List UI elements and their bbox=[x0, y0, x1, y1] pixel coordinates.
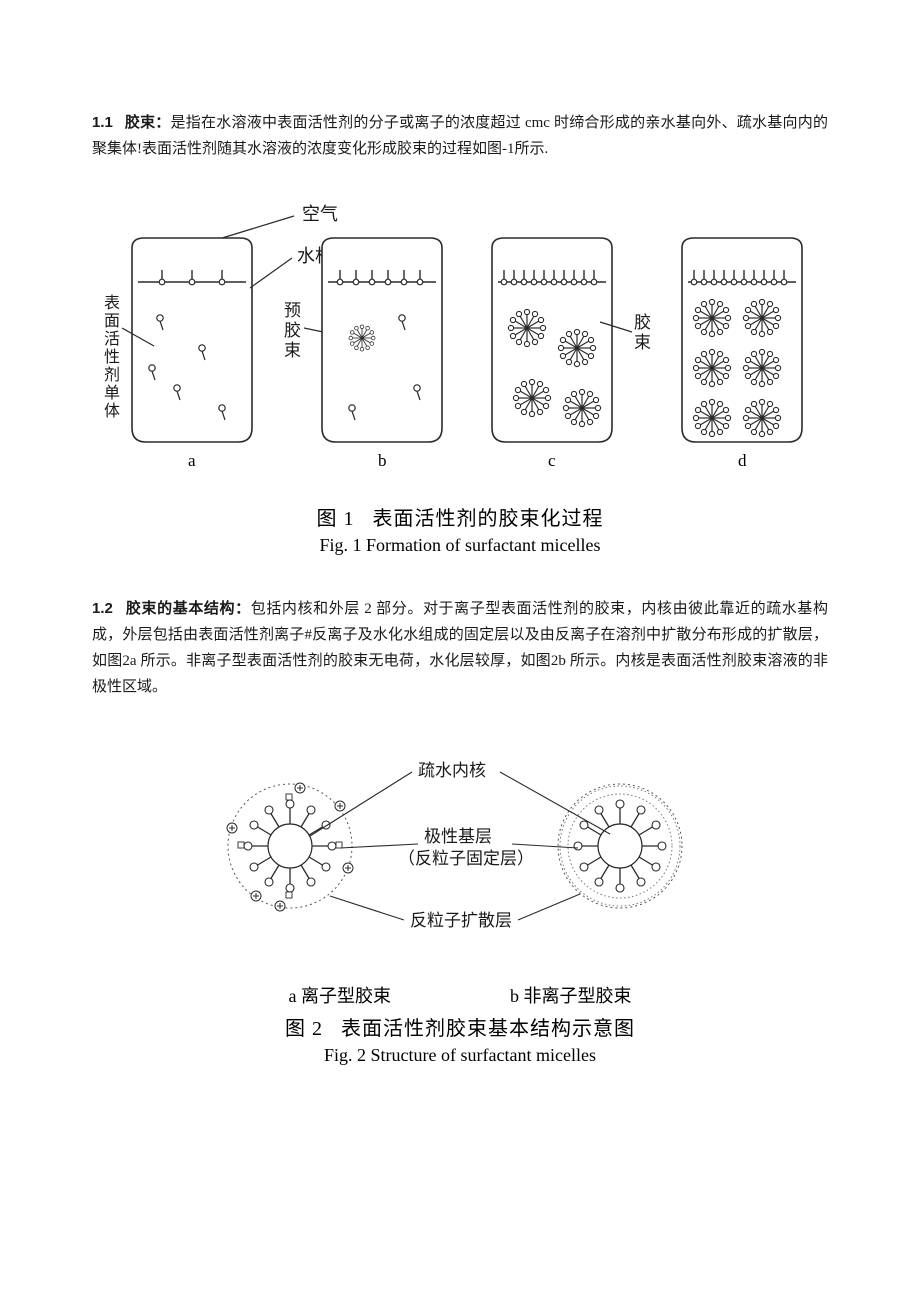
figure-2: 疏水内核 极性基层 （反粒子固定层） 反粒子扩散层 a 离子型胶束 b 非离子型… bbox=[92, 736, 828, 1066]
fig1-beaker-d bbox=[682, 238, 802, 442]
svg-text:胶: 胶 bbox=[634, 313, 651, 332]
fig2-sub-b: b 非离子型胶束 bbox=[510, 986, 632, 1006]
fig2-micelle-a bbox=[227, 783, 353, 911]
svg-text:束: 束 bbox=[634, 333, 651, 352]
svg-text:单: 单 bbox=[104, 384, 120, 402]
figure-2-title: 表面活性剂胶束基本结构示意图 bbox=[341, 1018, 635, 1040]
fig1-beaker-a bbox=[132, 238, 252, 442]
svg-text:表: 表 bbox=[104, 294, 120, 312]
svg-text:胶: 胶 bbox=[284, 321, 301, 340]
figure-1-svg: 空气 a 水相 表 面 活 性 剂 bbox=[92, 198, 832, 498]
figure-2-sublabels: a 离子型胶束 b 非离子型胶束 bbox=[92, 982, 828, 1008]
svg-text:预: 预 bbox=[284, 301, 301, 320]
section-1-1-para: 1.1 胶束：是指在水溶液中表面活性剂的分子或离子的浓度超过 cmc 时缔合形成… bbox=[92, 110, 828, 162]
figure-2-svg: 疏水内核 极性基层 （反粒子固定层） 反粒子扩散层 bbox=[180, 736, 740, 976]
svg-text:面: 面 bbox=[104, 313, 120, 330]
fig1-sub-d: d bbox=[738, 451, 747, 470]
section-1-1-number: 1.1 bbox=[92, 114, 113, 131]
fig2-label-diffuse: 反粒子扩散层 bbox=[410, 911, 512, 930]
fig2-label-polar2: （反粒子固定层） bbox=[398, 849, 534, 868]
section-1-2-title: 胶束的基本结构： bbox=[126, 601, 251, 617]
fig2-micelle-b bbox=[558, 784, 682, 908]
svg-text:束: 束 bbox=[284, 341, 301, 360]
section-1-1-body: 是指在水溶液中表面活性剂的分子或离子的浓度超过 cmc 时缔合形成的亲水基向外、… bbox=[92, 115, 828, 157]
fig1-sub-c: c bbox=[548, 451, 556, 470]
fig1-beaker-b bbox=[322, 238, 442, 442]
fig1-label-micelle: 胶 束 bbox=[634, 313, 651, 352]
fig1-sub-b: b bbox=[378, 451, 387, 470]
section-1-1-title: 胶束： bbox=[125, 115, 171, 131]
svg-text:体: 体 bbox=[104, 402, 120, 420]
figure-2-caption-en: Fig. 2 Structure of surfactant micelles bbox=[92, 1045, 828, 1066]
svg-text:活: 活 bbox=[104, 330, 120, 348]
fig1-label-air: 空气 bbox=[302, 204, 338, 224]
svg-text:剂: 剂 bbox=[104, 366, 120, 384]
figure-1-caption-en: Fig. 1 Formation of surfactant micelles bbox=[92, 535, 828, 556]
figure-2-number: 图 2 bbox=[285, 1018, 323, 1040]
figure-1-number: 图 1 bbox=[317, 508, 355, 530]
section-1-2-number: 1.2 bbox=[92, 600, 113, 617]
fig2-label-polar1: 极性基层 bbox=[424, 827, 492, 846]
page: 1.1 胶束：是指在水溶液中表面活性剂的分子或离子的浓度超过 cmc 时缔合形成… bbox=[0, 0, 920, 1302]
figure-1: 空气 a 水相 表 面 活 性 剂 bbox=[92, 198, 828, 556]
fig1-beaker-c bbox=[492, 238, 612, 442]
fig2-sub-a: a 离子型胶束 bbox=[289, 986, 392, 1006]
figure-2-caption-zh: 图 2 表面活性剂胶束基本结构示意图 bbox=[92, 1012, 828, 1041]
figure-1-title: 表面活性剂的胶束化过程 bbox=[373, 508, 604, 530]
fig1-label-monomer: 表 面 活 性 剂 单 体 bbox=[104, 294, 120, 420]
fig1-label-premicelle: 预 胶 束 bbox=[284, 301, 301, 360]
fig1-sub-a: a bbox=[188, 451, 196, 470]
fig2-label-core: 疏水内核 bbox=[418, 761, 486, 780]
figure-1-caption-zh: 图 1 表面活性剂的胶束化过程 bbox=[92, 502, 828, 531]
svg-text:性: 性 bbox=[104, 348, 120, 366]
section-1-2-para: 1.2 胶束的基本结构：包括内核和外层 2 部分。对于离子型表面活性剂的胶束，内… bbox=[92, 596, 828, 700]
